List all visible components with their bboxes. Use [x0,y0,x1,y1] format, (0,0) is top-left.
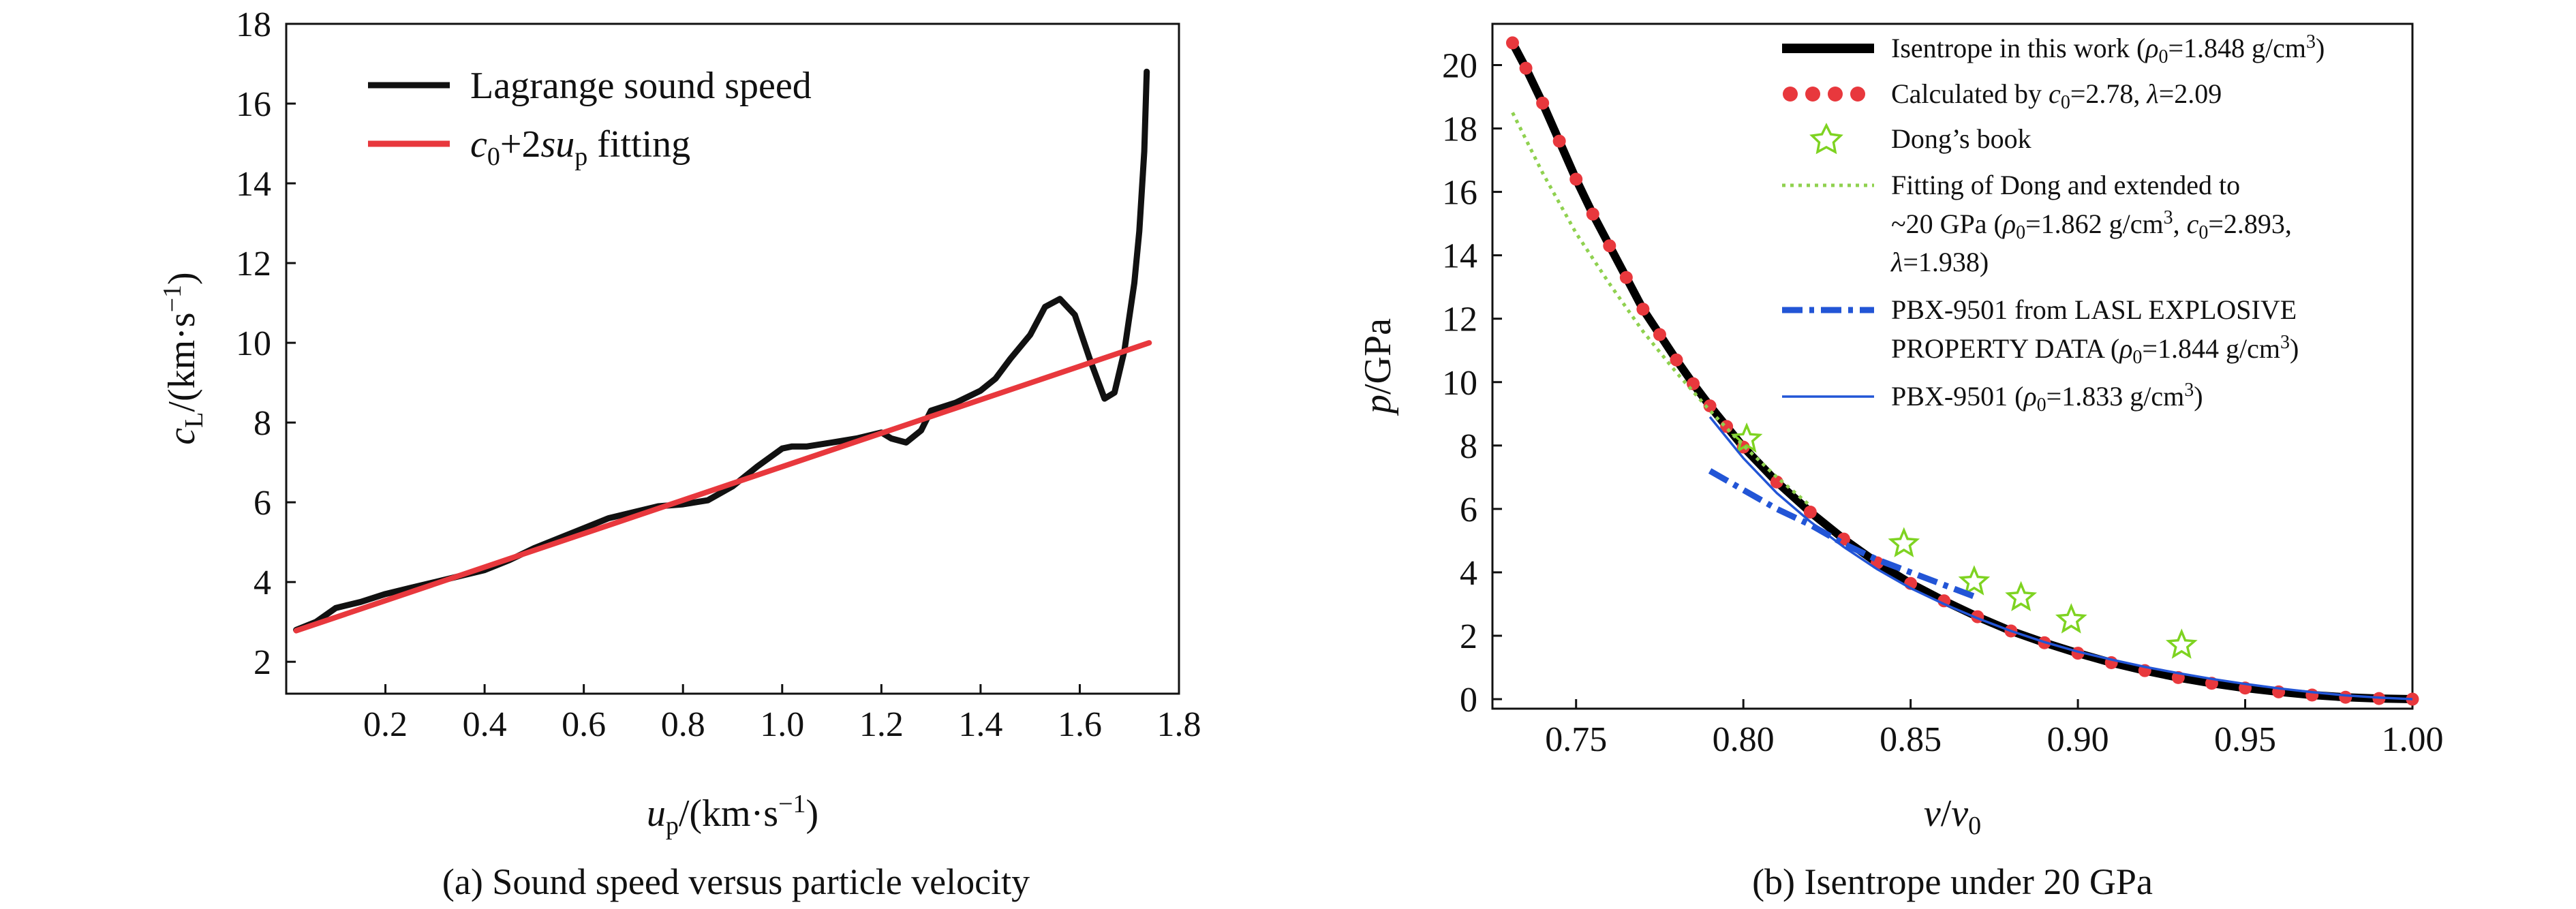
x-tick-label-a-7: 1.6 [1058,705,1102,744]
y-tick-label-b-3: 6 [1460,491,1477,529]
y-tick-label-b-5: 10 [1442,364,1477,403]
y-tick-label-b-7: 14 [1442,237,1477,276]
x-tick-label-a-4: 1.0 [760,705,804,744]
caption-b: (b) Isentrope under 20 GPa [1752,861,2153,902]
point-calculated-16 [1803,506,1817,519]
legend-label-dong: Dong’s book [1891,123,2031,154]
x-axis-label-a: up/(km·s−1) [647,790,818,840]
x-tick-label-a-1: 0.4 [463,705,507,744]
point-dong-book-2 [1958,565,1991,596]
point-calculated-32 [2339,690,2352,704]
x-tick-label-b-1: 0.80 [1713,720,1775,759]
legend-a: Lagrange sound speed c0+2sup fitting [368,65,812,171]
y-axis-label-a: cL/(km·s−1) [158,272,209,444]
point-calculated-1 [1519,61,1533,75]
plot-frame-b [1491,22,2414,710]
point-calculated-34 [2406,692,2419,706]
y-axis-label-b: p/GPa [1357,318,1399,416]
y-tick-label-b-6: 12 [1442,301,1477,339]
legend-label-fitting-dong: Fitting of Dong and extended to ~20 GPa … [1890,170,2299,277]
point-dong-book-4 [2055,603,2087,634]
y-tick-label-a-2: 6 [254,484,271,523]
x-tick-label-a-3: 0.8 [661,705,705,744]
y-tick-label-a-1: 4 [254,564,271,602]
y-tick-label-b-9: 18 [1442,110,1477,149]
x-tick-label-b-0: 0.75 [1545,720,1607,759]
plot-frame-a [285,22,1180,695]
legend-label-isentrope: Isentrope in this work (ρ0=1.848 g/cm3) [1891,31,2325,67]
y-tick-label-a-6: 14 [236,165,271,204]
ticks-a: 0.2 0.4 0.6 0.8 1.0 1.2 1.4 1.6 1.8 2 4 6 8 10 12 14 16 1… [236,5,1201,744]
x-tick-label-b-5: 1.00 [2382,720,2444,759]
y-tick-label-a-5: 12 [236,245,271,283]
x-tick-label-a-0: 0.2 [363,705,408,744]
point-calculated-6 [1603,239,1616,253]
legend-swatch-calculated [1783,87,1865,102]
y-tick-label-a-4: 10 [236,324,271,363]
legend-label-lagrange: Lagrange sound speed [470,65,812,107]
y-tick-label-b-4: 8 [1460,427,1477,466]
point-calculated-12 [1703,399,1717,413]
point-calculated-15 [1770,475,1783,489]
legend-b: Isentrope in this work (ρ0=1.848 g/cm3) … [1782,31,2325,416]
y-tick-label-b-0: 0 [1460,681,1477,720]
point-dong-book-0 [1730,422,1763,453]
legend-label-lasl: PBX-9501 from LASL EXPLOSIVE PROPERTY DA… [1891,294,2303,368]
x-tick-label-a-6: 1.4 [958,705,1002,744]
y-tick-label-b-2: 4 [1460,554,1477,593]
series-line-pbx-lasl [1708,468,1979,601]
point-calculated-4 [1569,172,1583,186]
series-layer-a [293,68,1152,634]
legend-label-pbx: PBX-9501 (ρ0=1.833 g/cm3) [1891,380,2203,416]
series-layer-b [1505,36,2419,706]
point-calculated-20 [1937,594,1951,608]
series-line-pbx-9501 [1708,416,2413,700]
series-line-fitting-dong [1511,112,1812,508]
ticks-b: 0.75 0.80 0.85 0.90 0.95 1.00 0 2 4 6 8 10 12 14 16 18 2… [1442,46,2444,759]
y-tick-label-a-8: 18 [236,5,271,44]
series-line-fitting [293,340,1152,634]
point-calculated-17 [1837,532,1850,546]
point-calculated-7 [1619,271,1633,284]
y-tick-label-a-0: 2 [254,643,271,682]
x-tick-label-a-5: 1.2 [859,705,904,744]
y-tick-label-a-7: 16 [236,85,271,124]
point-dong-book-3 [2005,581,2038,611]
legend-label-fit: c0+2sup fitting [470,123,690,171]
point-calculated-5 [1586,207,1599,221]
point-calculated-0 [1505,36,1519,50]
x-tick-label-b-2: 0.85 [1880,720,1942,759]
x-axis-label-b: v/v0 [1924,792,1981,840]
x-tick-label-a-8: 1.8 [1157,705,1201,744]
y-tick-label-b-1: 2 [1460,617,1477,656]
chart-panel-a: 0.2 0.4 0.6 0.8 1.0 1.2 1.4 1.6 1.8 2 4 6 8 10 12 14 16 1… [158,5,1201,902]
y-tick-label-b-10: 20 [1442,46,1477,85]
chart-panel-b: 0.75 0.80 0.85 0.90 0.95 1.00 0 2 4 6 8 10 12 14 16 18 2… [1357,22,2444,902]
point-calculated-10 [1670,353,1683,367]
point-calculated-8 [1636,303,1650,316]
x-tick-label-b-4: 0.95 [2214,720,2276,759]
y-tick-label-b-8: 16 [1442,174,1477,213]
point-calculated-9 [1653,328,1666,341]
series-line-lagrange [293,68,1150,633]
y-tick-label-a-3: 8 [254,404,271,443]
caption-a: (a) Sound speed versus particle velocity [442,861,1030,902]
x-tick-label-b-3: 0.90 [2047,720,2109,759]
legend-swatch-dong-star [1809,123,1843,155]
x-tick-label-a-2: 0.6 [562,705,606,744]
point-dong-book-5 [2165,628,2198,659]
legend-label-calculated: Calculated by c0=2.78, λ=2.09 [1891,78,2222,113]
point-calculated-2 [1536,96,1550,110]
point-dong-book-1 [1888,527,1920,557]
point-calculated-3 [1552,134,1566,148]
